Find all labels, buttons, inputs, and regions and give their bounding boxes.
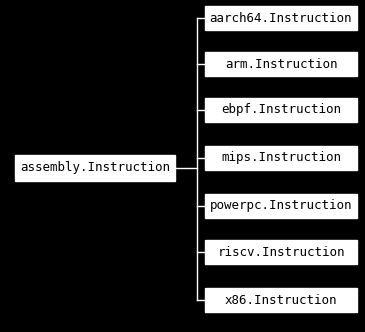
FancyBboxPatch shape [205, 146, 357, 170]
Text: powerpc.Instruction: powerpc.Instruction [210, 200, 352, 212]
Text: aarch64.Instruction: aarch64.Instruction [210, 12, 352, 25]
Text: riscv.Instruction: riscv.Instruction [217, 245, 345, 259]
FancyBboxPatch shape [205, 6, 357, 30]
FancyBboxPatch shape [15, 155, 175, 181]
FancyBboxPatch shape [205, 52, 357, 76]
Text: mips.Instruction: mips.Instruction [221, 151, 341, 164]
Text: ebpf.Instruction: ebpf.Instruction [221, 104, 341, 117]
Text: arm.Instruction: arm.Instruction [225, 57, 337, 70]
Text: x86.Instruction: x86.Instruction [225, 293, 337, 306]
FancyBboxPatch shape [205, 288, 357, 312]
FancyBboxPatch shape [205, 98, 357, 122]
Text: assembly.Instruction: assembly.Instruction [20, 161, 170, 175]
FancyBboxPatch shape [205, 240, 357, 264]
FancyBboxPatch shape [205, 194, 357, 218]
